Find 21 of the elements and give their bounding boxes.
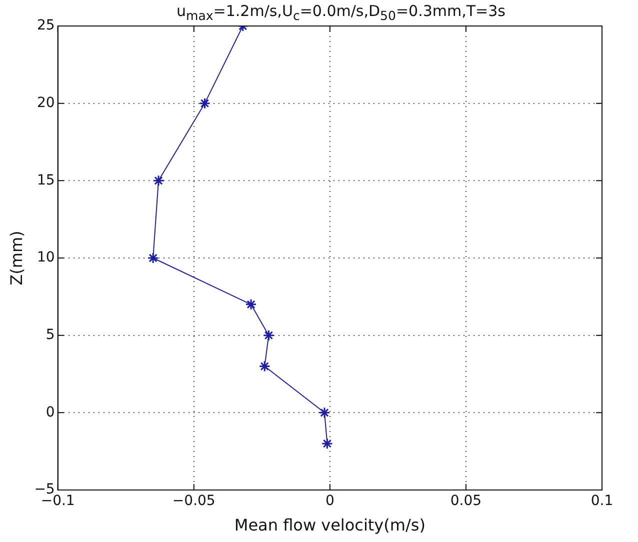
point [318,406,330,418]
point [321,438,333,450]
y-tick-label: 5 [46,326,55,343]
y-tick-label: 25 [37,18,55,34]
y-axis-title: Z(mm) [6,230,26,286]
y-tick-label: 15 [37,172,55,188]
point [245,298,257,310]
y-tick-label: 0 [46,404,55,420]
point [262,330,274,342]
x-tick-label: 0.1 [590,493,614,510]
point [258,360,270,372]
y-tick-label: 10 [37,250,55,266]
x-axis-title: Mean flow velocity(m/s) [234,516,426,535]
point [147,252,159,264]
point [152,174,164,186]
point [199,98,211,110]
x-tick-label: −0.05 [172,493,216,510]
x-tick-label: 0 [325,493,334,510]
x-tick-label: 0.05 [450,493,482,510]
y-tick-label: 20 [37,94,55,111]
chart-title: u$_{max}$=1.2m/s,U$_{c}$=0.0m/s,D$_{50}$=0.3mm,T=3s [176,2,506,23]
